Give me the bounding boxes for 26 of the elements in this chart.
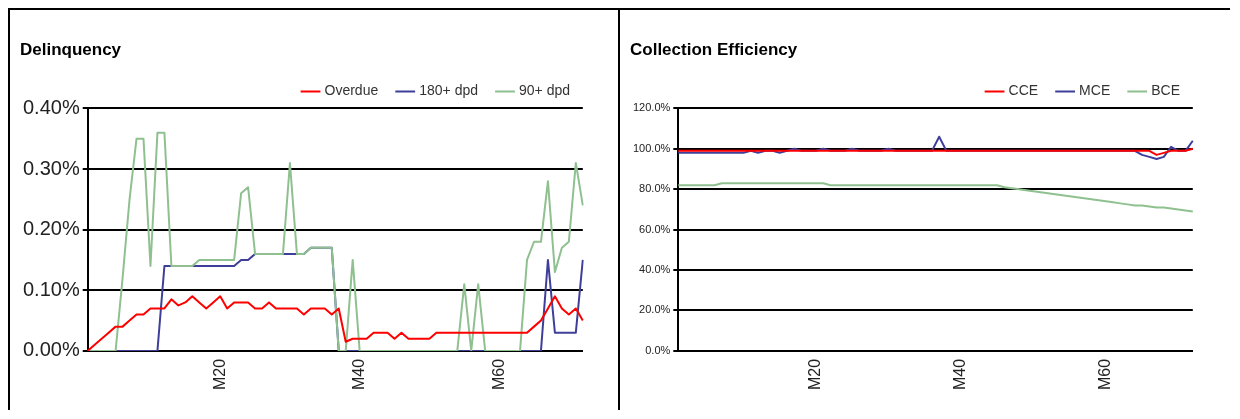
y-tick-label: 0.00% (22, 338, 80, 361)
legend-label: Overdue (324, 82, 379, 99)
y-tick-label: 80.0% (639, 182, 671, 195)
x-tick-label: M40 (951, 358, 969, 390)
y-tick-label: 20.0% (639, 303, 671, 316)
x-tick-label: M60 (1096, 358, 1114, 390)
x-tick-label: M20 (806, 358, 824, 390)
y-tick-label: 0.30% (22, 156, 80, 179)
y-tick-label: 0.20% (22, 217, 80, 240)
y-tick-label: 0.0% (645, 343, 671, 356)
x-tick-label: M20 (210, 358, 228, 390)
chart-title: Collection Efficiency (630, 39, 798, 59)
y-tick-label: 0.40% (22, 95, 80, 118)
x-tick-label: M40 (350, 358, 368, 390)
y-tick-label: 100.0% (633, 141, 671, 154)
y-tick-label: 40.0% (639, 263, 671, 276)
legend-label: 90+ dpd (519, 82, 570, 99)
x-tick-label: M60 (489, 358, 507, 390)
chart-title: Delinquency (20, 39, 122, 59)
y-tick-label: 0.10% (22, 277, 80, 300)
legend-label: 180+ dpd (419, 82, 479, 99)
y-tick-label: 60.0% (639, 222, 671, 235)
legend-label: CCE (1008, 82, 1039, 99)
y-tick-label: 120.0% (633, 101, 671, 114)
legend-label: MCE (1079, 82, 1111, 99)
legend-label: BCE (1151, 82, 1181, 99)
